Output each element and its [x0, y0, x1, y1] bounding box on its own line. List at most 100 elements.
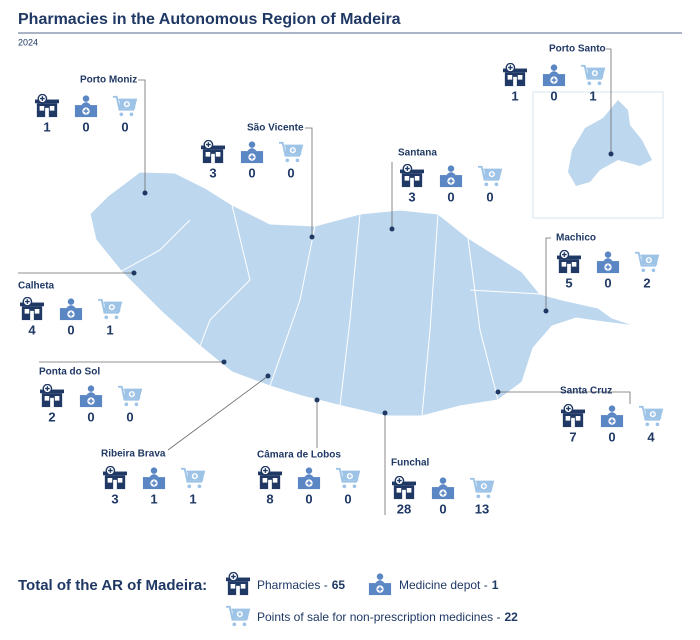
legend-icon	[225, 572, 251, 596]
pharmacy-icon	[19, 297, 45, 321]
depot-icon	[240, 140, 264, 164]
location-dot	[131, 270, 137, 276]
location-dot	[608, 151, 614, 157]
legend-total: 65	[332, 578, 346, 592]
legend-label: Medicine depot -	[399, 578, 488, 592]
count: 0	[604, 275, 611, 290]
pharmacy-icon	[102, 466, 128, 490]
pharmacy-icon	[257, 466, 283, 490]
count: 1	[511, 88, 518, 103]
count: 0	[67, 322, 74, 337]
cart-icon	[477, 165, 503, 188]
depot-icon	[600, 404, 624, 428]
count: 5	[565, 275, 572, 290]
location-dot	[389, 226, 395, 232]
count: 3	[408, 189, 415, 204]
count: 0	[248, 165, 255, 180]
cart-icon	[117, 385, 143, 408]
count: 1	[43, 119, 50, 134]
pharmacy-icon	[200, 140, 226, 164]
pharmacy-icon	[391, 476, 417, 500]
location-dot	[314, 397, 320, 403]
municipality-name: Calheta	[18, 281, 55, 292]
count: 4	[647, 429, 655, 444]
municipalities: Porto Moniz 1 0 0 São Vicente 3 0 0 Santana 3 0 0 Po…	[18, 44, 664, 516]
location-dot	[309, 234, 315, 240]
count: 13	[475, 501, 489, 516]
depot-icon	[596, 250, 620, 274]
title: Pharmacies in the Autonomous Region of M…	[18, 11, 401, 28]
madeira-island	[89, 171, 637, 417]
depot-icon	[431, 476, 455, 500]
leader-line	[498, 391, 631, 404]
municipality-name: Ribeira Brava	[101, 449, 166, 460]
cart-icon	[638, 405, 664, 428]
subtitle: 2024	[18, 37, 38, 47]
legend-item: Pharmacies - 65	[257, 578, 345, 592]
count: 0	[121, 119, 128, 134]
count: 0	[82, 119, 89, 134]
legend-title: Total of the AR of Madeira:	[18, 577, 207, 594]
location-dot	[495, 389, 501, 395]
cart-icon	[278, 141, 304, 164]
pharmacy-icon	[399, 164, 425, 188]
depot-icon	[542, 63, 566, 87]
legend-item: Medicine depot - 1	[399, 578, 499, 592]
legend-label: Points of sale for non-prescription medi…	[257, 610, 500, 624]
pharmacy-icon	[502, 63, 528, 87]
municipality-name: São Vicente	[247, 123, 304, 134]
legend-label: Pharmacies -	[257, 578, 328, 592]
legend-icon	[225, 605, 251, 628]
pharmacy-icon	[34, 94, 60, 118]
municipality-name: Santana	[398, 148, 437, 159]
count: 1	[589, 88, 596, 103]
location-dot	[382, 410, 388, 416]
count: 0	[486, 189, 493, 204]
count: 1	[150, 491, 157, 506]
depot-icon	[439, 164, 463, 188]
count: 0	[608, 429, 615, 444]
location-dot	[543, 308, 549, 314]
municipality-name: Porto Santo	[549, 44, 606, 55]
count: 0	[287, 165, 294, 180]
count: 7	[569, 429, 576, 444]
leader-line	[138, 79, 146, 193]
leader-line	[606, 48, 612, 154]
inset-frame	[532, 91, 664, 219]
depot-icon	[79, 384, 103, 408]
depot-icon	[142, 466, 166, 490]
cart-icon	[335, 467, 361, 490]
cart-icon	[469, 477, 495, 500]
municipality-name: Machico	[556, 233, 596, 244]
count: 2	[48, 409, 55, 424]
legend-total: 1	[492, 578, 499, 592]
count: 0	[344, 491, 351, 506]
count: 0	[439, 501, 446, 516]
legend-total: 22	[504, 610, 518, 624]
count: 4	[28, 322, 36, 337]
count: 3	[209, 165, 216, 180]
location-dot	[221, 359, 227, 365]
location-dot	[265, 373, 271, 379]
porto-santo-island	[568, 100, 652, 186]
count: 0	[87, 409, 94, 424]
cart-icon	[112, 95, 138, 118]
leader-line	[545, 237, 551, 311]
count: 0	[447, 189, 454, 204]
cart-icon	[580, 64, 606, 87]
count: 1	[189, 491, 196, 506]
count: 1	[106, 322, 113, 337]
count: 3	[111, 491, 118, 506]
cart-icon	[634, 251, 660, 274]
pharmacy-icon	[39, 384, 65, 408]
count: 2	[643, 275, 650, 290]
count: 0	[126, 409, 133, 424]
leader-line	[167, 375, 269, 451]
legend-icon	[368, 572, 392, 596]
depot-icon	[74, 94, 98, 118]
municipality-name: Câmara de Lobos	[257, 450, 341, 461]
legend-item: Points of sale for non-prescription medi…	[257, 610, 518, 624]
pharmacy-icon	[556, 250, 582, 274]
municipality-name: Porto Moniz	[80, 75, 137, 86]
